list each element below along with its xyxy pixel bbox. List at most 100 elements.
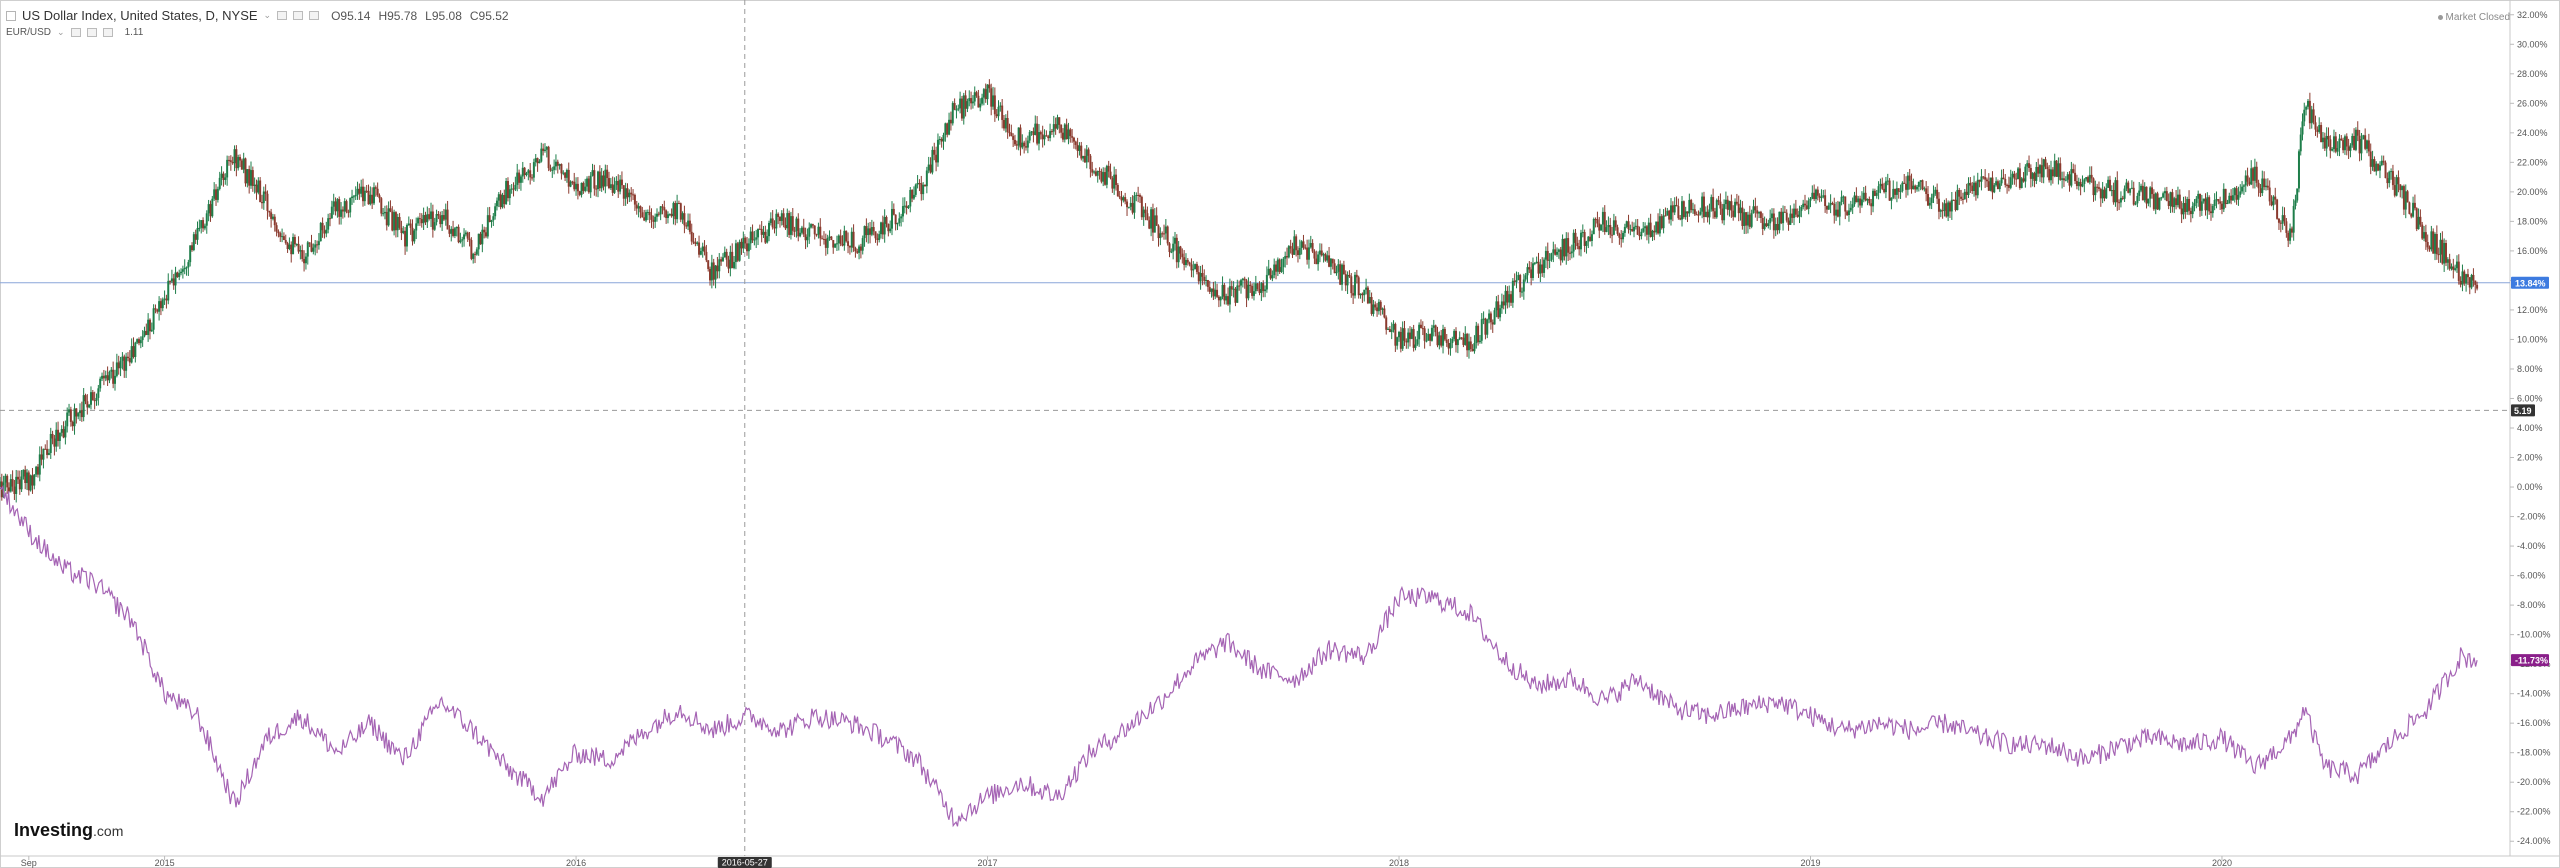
candle-body	[1138, 195, 1141, 197]
candle-body	[551, 169, 554, 171]
candle-body	[927, 164, 930, 171]
candle-body	[1980, 176, 1983, 182]
candle-body	[71, 421, 74, 427]
close-icon[interactable]	[309, 11, 320, 20]
candle-body	[845, 230, 848, 242]
close-icon[interactable]	[102, 28, 113, 37]
candle-body	[808, 227, 811, 237]
candle-body	[334, 201, 337, 212]
candle-body	[2327, 135, 2330, 140]
candle-body	[2129, 188, 2132, 193]
candle-body	[1783, 211, 1786, 213]
candle-body	[266, 193, 269, 211]
candle-body	[964, 95, 967, 109]
candle-body	[960, 98, 963, 119]
candle-body	[534, 158, 537, 163]
candle-body	[1690, 199, 1693, 210]
candle-body	[209, 204, 212, 217]
y-tick-label: 2.00%	[2517, 453, 2543, 463]
candle-body	[2434, 233, 2437, 254]
candle-body	[2266, 185, 2269, 188]
candle-body	[215, 189, 218, 200]
candle-body	[1430, 327, 1433, 341]
candle-body	[2472, 274, 2475, 281]
candle-body	[1429, 334, 1432, 341]
candle-body	[2448, 259, 2451, 269]
candle-body	[850, 231, 853, 248]
candle-body	[747, 243, 750, 252]
candle-body	[611, 184, 614, 193]
candle-body	[1671, 205, 1674, 213]
candle-body	[433, 222, 436, 230]
candle-body	[1500, 301, 1503, 309]
candle-body	[2066, 174, 2069, 180]
candle-body	[1116, 184, 1119, 197]
candle-body	[1846, 211, 1849, 216]
candle-body	[1546, 250, 1549, 261]
candle-body	[1772, 213, 1775, 231]
candle-body	[815, 234, 818, 236]
y-tick-label: -18.00%	[2517, 748, 2551, 758]
y-tick-label: 32.00%	[2517, 10, 2548, 20]
candle-body	[1056, 117, 1059, 129]
y-tick-label: -10.00%	[2517, 630, 2551, 640]
candle-body	[1449, 343, 1452, 349]
candle-body	[1366, 287, 1369, 304]
candle-body	[2362, 135, 2365, 140]
candle-body	[136, 339, 139, 343]
candle-body	[306, 242, 309, 257]
candle-body	[1556, 251, 1559, 255]
candle-body	[1206, 279, 1209, 287]
candle-body	[2147, 198, 2150, 204]
candle-body	[1836, 209, 1839, 217]
candle-body	[2118, 202, 2121, 204]
settings-icon[interactable]	[293, 11, 304, 20]
candle-body	[1258, 289, 1261, 293]
candle-body	[2340, 138, 2343, 141]
candle-body	[1717, 200, 1720, 202]
candle-body	[519, 176, 522, 183]
candle-body	[161, 299, 164, 309]
candle-body	[2162, 193, 2165, 198]
eye-icon[interactable]	[277, 11, 288, 20]
candle-body	[2173, 198, 2176, 208]
candle-body	[457, 226, 460, 243]
candle-body	[2375, 163, 2378, 172]
candle-body	[446, 209, 449, 230]
candle-body	[1214, 289, 1217, 297]
candle-body	[894, 214, 897, 225]
y-tick-label: -2.00%	[2517, 512, 2546, 522]
chevron-down-icon[interactable]: ⌄	[263, 10, 272, 20]
candle-body	[374, 187, 377, 189]
candle-body	[944, 123, 947, 135]
collapse-icon[interactable]	[6, 10, 16, 21]
candle-body	[2074, 172, 2077, 182]
candle-body	[2088, 174, 2091, 183]
eye-icon[interactable]	[70, 28, 81, 37]
candle-body	[549, 168, 552, 171]
candle-body	[2452, 266, 2455, 270]
candle-body	[1543, 259, 1546, 273]
candle-body	[2399, 184, 2402, 191]
chevron-down-icon[interactable]: ⌄	[57, 27, 65, 37]
x-tick-label: Sep	[21, 858, 37, 868]
candle-body	[1488, 313, 1491, 320]
settings-icon[interactable]	[86, 28, 97, 37]
candle-body	[703, 246, 706, 252]
candle-body	[172, 278, 175, 286]
candle-body	[677, 203, 680, 205]
candle-body	[128, 358, 131, 363]
candle-body	[29, 475, 32, 491]
candle-body	[2342, 140, 2345, 151]
candle-body	[1434, 325, 1437, 333]
candle-body	[1668, 210, 1671, 220]
candle-body	[1236, 285, 1239, 303]
candle-body	[2325, 135, 2328, 149]
candle-body	[2393, 185, 2396, 196]
candle-body	[1489, 313, 1492, 323]
candle-body	[1058, 117, 1061, 125]
candle-body	[1945, 203, 1948, 217]
candle-body	[1344, 274, 1347, 286]
candle-body	[780, 213, 783, 221]
